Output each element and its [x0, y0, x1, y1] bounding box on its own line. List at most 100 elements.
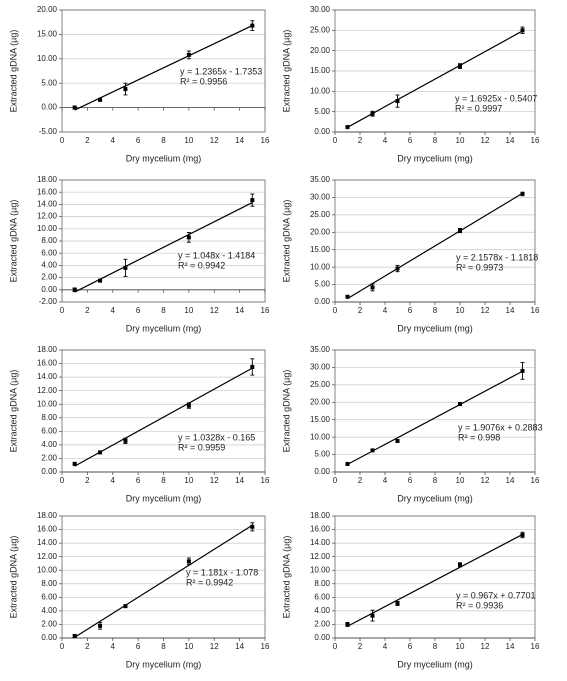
x-tick-label: 4 [383, 306, 388, 315]
y-tick-label: 20.00 [310, 46, 331, 55]
x-tick-label: 8 [433, 642, 438, 651]
y-tick-label: 2.00 [41, 273, 57, 282]
x-tick-label: 4 [111, 642, 116, 651]
x-tick-label: 2 [85, 642, 90, 651]
x-tick-label: 10 [456, 306, 465, 315]
plot-frame [61, 179, 266, 303]
x-tick-label: 8 [433, 136, 438, 145]
x-tick-label: 4 [111, 306, 116, 315]
y-axis-label: Extracted gDNA (µg) [281, 30, 291, 113]
y-tick-label: 2.00 [314, 620, 330, 629]
x-tick-label: 12 [210, 306, 219, 315]
x-tick-label: 14 [235, 476, 244, 485]
x-tick-label: 14 [235, 306, 244, 315]
x-tick-label: 4 [383, 136, 388, 145]
y-tick-label: 10.00 [310, 86, 331, 95]
x-tick-label: 8 [161, 136, 166, 145]
y-tick-label: 16.00 [37, 187, 58, 196]
y-tick-label: 12.00 [37, 386, 58, 395]
x-tick-label: 16 [531, 306, 540, 315]
y-tick-label: 10.00 [310, 262, 331, 271]
data-point [186, 52, 191, 57]
y-tick-label: 12.00 [310, 552, 331, 561]
x-tick-label: 10 [184, 476, 193, 485]
y-tick-label: 12.00 [37, 552, 58, 561]
y-tick-label: 30.00 [310, 193, 331, 202]
y-tick-label: -2.00 [39, 297, 58, 306]
data-point [345, 622, 350, 627]
data-point [72, 287, 77, 292]
x-tick-label: 12 [481, 136, 490, 145]
data-point [72, 633, 77, 638]
y-tick-label: 15.00 [310, 245, 331, 254]
x-tick-label: 8 [433, 306, 438, 315]
data-point [186, 559, 191, 564]
trendline [74, 524, 253, 638]
y-axis-label: Extracted gDNA (µg) [8, 200, 18, 283]
y-tick-label: 0.00 [41, 285, 57, 294]
y-tick-label: 16.00 [37, 359, 58, 368]
x-tick-label: 16 [531, 476, 540, 485]
y-tick-label: 14.00 [37, 538, 58, 547]
x-axis-label: Dry mycelium (mg) [397, 659, 473, 669]
data-point [520, 191, 525, 196]
x-tick-label: 10 [456, 476, 465, 485]
x-tick-label: 6 [408, 642, 413, 651]
x-tick-label: 14 [506, 476, 515, 485]
y-tick-label: 35.00 [310, 345, 331, 354]
y-tick-label: 10.00 [37, 565, 58, 574]
x-tick-label: 2 [85, 136, 90, 145]
y-tick-label: 6.00 [314, 592, 330, 601]
y-tick-label: 14.00 [37, 372, 58, 381]
x-tick-label: 6 [136, 476, 141, 485]
x-tick-label: 16 [261, 136, 270, 145]
y-tick-label: 20.00 [310, 397, 331, 406]
data-point [72, 461, 77, 466]
x-tick-label: 2 [85, 306, 90, 315]
data-point [98, 450, 103, 455]
x-tick-label: 6 [136, 136, 141, 145]
y-tick-label: 6.00 [41, 426, 57, 435]
y-tick-label: 0.00 [314, 467, 330, 476]
x-tick-label: 10 [456, 642, 465, 651]
data-point [458, 64, 462, 69]
x-tick-label: 4 [111, 136, 116, 145]
data-point [123, 438, 128, 443]
y-tick-label: 15.00 [310, 415, 331, 424]
x-tick-label: 2 [358, 306, 363, 315]
trendline-equation: y = 1.048x - 1.4184 [178, 250, 255, 260]
r-squared: R² = 0.9936 [456, 600, 503, 610]
y-tick-label: 15.00 [37, 30, 58, 39]
x-tick-label: 6 [408, 306, 413, 315]
y-axis-label: Extracted gDNA (µg) [281, 200, 291, 283]
r-squared: R² = 0.9959 [178, 442, 225, 452]
data-point [395, 601, 400, 606]
x-tick-label: 6 [136, 642, 141, 651]
data-point [98, 278, 103, 283]
y-tick-label: 0.00 [314, 297, 330, 306]
y-tick-label: 10.00 [37, 224, 58, 233]
y-tick-label: 20.00 [37, 5, 58, 14]
x-axis-label: Dry mycelium (mg) [126, 493, 202, 503]
data-point [520, 532, 525, 537]
y-tick-label: 14.00 [37, 200, 58, 209]
y-tick-label: 18.00 [37, 175, 58, 184]
x-tick-label: 0 [60, 136, 65, 145]
x-tick-label: 12 [210, 642, 219, 651]
trendline [74, 202, 253, 293]
trendline [74, 367, 253, 467]
trendline-equation: y = 0.967x + 0.7701 [456, 590, 536, 600]
y-tick-label: 0.00 [41, 467, 57, 476]
y-tick-label: 5.00 [314, 450, 330, 459]
data-point [186, 403, 191, 408]
y-tick-label: 0.00 [41, 103, 57, 112]
y-tick-label: 10.00 [37, 54, 58, 63]
y-tick-label: 10.00 [310, 432, 331, 441]
plot-frame [61, 9, 266, 133]
y-tick-label: 16.00 [310, 525, 331, 534]
r-squared: R² = 0.9997 [455, 103, 502, 113]
data-point [458, 402, 462, 407]
x-tick-label: 0 [60, 642, 65, 651]
y-tick-label: 25.00 [310, 210, 331, 219]
y-tick-label: 10.00 [310, 565, 331, 574]
